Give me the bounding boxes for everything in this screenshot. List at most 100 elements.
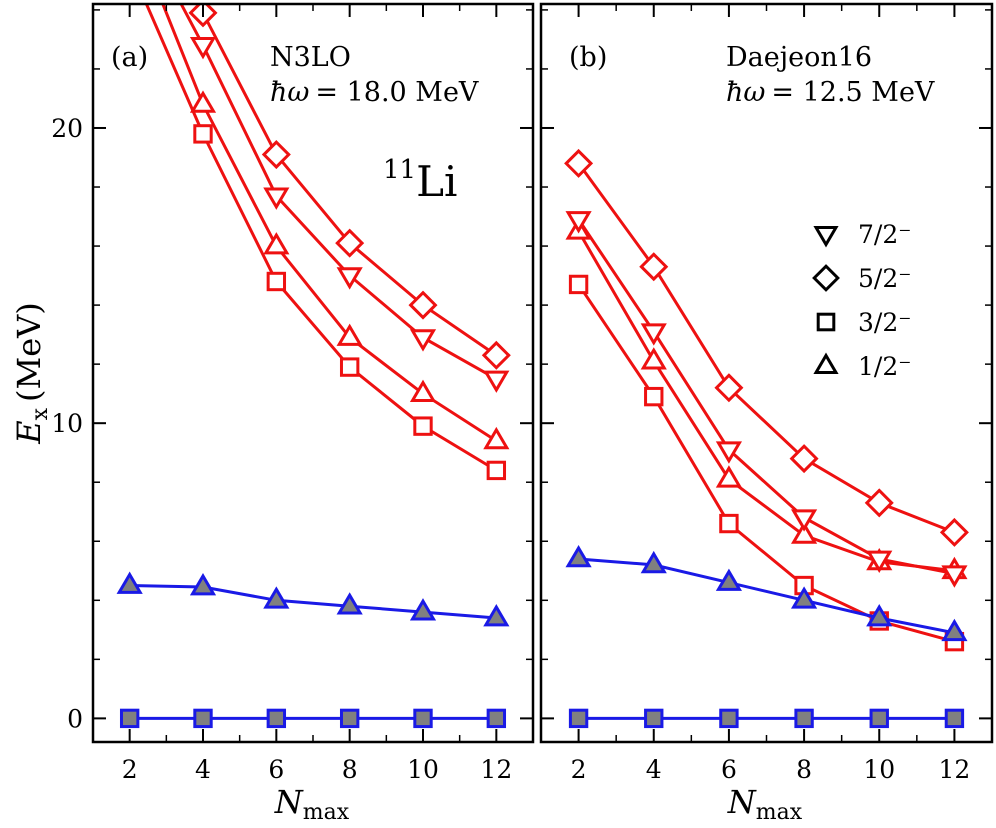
panel-a-hw-symbol: ħω (270, 77, 309, 108)
panel-a-series-3-point-5 (483, 370, 510, 393)
panel-a-series-4-point-3 (336, 592, 363, 615)
panel-b-series-3-point-5 (941, 565, 968, 588)
panel-b-series-2-point-0 (564, 148, 594, 178)
panel-a-series-4-point-4 (409, 598, 437, 621)
panel-b-series-5-point-5 (944, 708, 965, 729)
panel-b-series-3-point-1 (640, 323, 667, 346)
legend-marker-1 (812, 264, 840, 292)
panel-a-series-0-point-1 (189, 90, 217, 113)
panel-a-series-5-point-5 (486, 708, 507, 729)
panel-b-series-2-point-3 (789, 444, 819, 474)
panel-a-hw-value: = 18.0 MeV (315, 77, 479, 108)
panel-a-tag: (a) (111, 42, 148, 73)
panel-b-series-0-point-2 (715, 465, 743, 488)
panel-a-x-tick-label-3: 8 (342, 755, 358, 784)
panel-b-series-4-point-4 (866, 604, 893, 627)
y-axis-symbol: E (10, 420, 48, 444)
y-tick-label-2: 20 (51, 114, 83, 143)
panel-b-x-tick-label-5: 12 (939, 755, 971, 784)
panel-b-hw-symbol: ħω (726, 77, 765, 108)
panel-b-hw-value: = 12.5 MeV (771, 77, 935, 108)
panel-a-series-2-point-3 (335, 228, 365, 258)
panel-b-hw: ħω = 12.5 MeV (726, 77, 935, 108)
nucleus-element: Li (416, 157, 457, 206)
panel-b-series (564, 148, 969, 729)
panel-a-series-1-point-3 (339, 357, 360, 377)
panel-b-series-3-point-2 (715, 441, 743, 464)
x-axis-sub-b: max (756, 800, 803, 823)
panel-b-series-0-point-1 (640, 347, 667, 370)
panel-a-series-2-point-5 (481, 340, 511, 370)
panel-b-series-3-point-0 (565, 211, 592, 234)
panel-a-series-0-point-4 (409, 379, 437, 402)
nucleus-label: 11Li (383, 155, 457, 206)
x-axis-label-a: Nmax (274, 783, 350, 823)
panel-b-series-5-point-4 (869, 708, 889, 729)
panel-a-series-0-point-5 (483, 426, 510, 450)
legend-marker-0 (813, 225, 839, 248)
panel-a-series-5-point-0 (119, 708, 140, 729)
panel-b-series-4-point-5 (941, 618, 968, 642)
panel-a-interaction: N3LO (270, 42, 351, 73)
panel-b-series-line-2 (577, 162, 955, 534)
panel-a-series-4-point-5 (483, 604, 510, 627)
panel-a-series-0-point-3 (336, 323, 363, 346)
panel-b-series-5-point-1 (644, 708, 664, 729)
panel-b-series-2-point-5 (939, 517, 969, 547)
y-axis-label: Ex (MeV) (10, 302, 53, 445)
legend-label-0: 7/2⁻ (858, 220, 911, 249)
legend-label-3: 1/2⁻ (858, 352, 911, 381)
panel-b-interaction: Daejeon16 (726, 42, 872, 73)
panel-a-hw: ħω = 18.0 MeV (270, 77, 479, 108)
panel-b-ticks: 2 4 6 8 10 12 (540, 4, 993, 784)
y-axis-sub: x (28, 407, 53, 420)
panel-a-series-line-4 (129, 584, 497, 620)
x-axis-label-b: Nmax (727, 783, 803, 823)
panel-b-series-2-point-2 (714, 373, 744, 403)
panel-a: 2 4 6 8 10 12 0 10 20 (a) N3LO ħω = 18.0 MeV 11Li (51, 2, 535, 784)
y-tick-label-1: 10 (51, 409, 83, 438)
panel-a-series-2-point-2 (261, 140, 291, 170)
panel-b-x-tick-label-4: 10 (863, 755, 895, 784)
panel-a-x-tick-label-1: 4 (195, 755, 211, 784)
panel-a-series-4-point-0 (116, 571, 143, 594)
panel-b-series-2-point-1 (639, 252, 669, 282)
panel-a-x-tick-label-5: 12 (480, 755, 512, 784)
panel-b: 2 4 6 8 10 12 (b) Daejeon16 ħω = 12.5 MeV 7/2⁻… (539, 2, 994, 784)
panel-a-series (116, 4, 511, 729)
panel-b-frame (539, 2, 994, 744)
legend-marker-2 (816, 312, 836, 332)
x-axis-sub-a: max (303, 800, 350, 823)
panel-a-series-line-2 (196, 4, 498, 357)
x-axis-symbol-b: N (727, 783, 757, 821)
panel-b-series-4-point-3 (790, 586, 818, 609)
x-axis-symbol-a: N (274, 783, 304, 821)
panel-a-series-1-point-1 (193, 124, 213, 144)
panel-b-series-4-point-2 (715, 568, 743, 591)
panel-a-series-line-1 (144, 4, 498, 472)
panel-b-series-5-point-2 (719, 708, 739, 729)
panel-b-series-1-point-0 (568, 274, 589, 295)
panel-a-series-3-point-1 (189, 36, 217, 60)
panel-a-series-4-point-2 (263, 586, 290, 609)
panel-b-series-line-4 (578, 557, 955, 635)
panel-a-x-tick-label-4: 10 (407, 755, 439, 784)
panel-a-series-4-point-1 (189, 573, 217, 596)
panel-b-series-0-point-3 (790, 521, 818, 544)
nucleus-mass: 11 (383, 155, 416, 185)
panel-b-x-tick-label-2: 6 (721, 755, 737, 784)
panel-a-series-line-3 (179, 4, 498, 381)
y-tick-label-0: 0 (67, 704, 83, 733)
panel-b-series-3-point-4 (866, 550, 893, 573)
panel-b-series-3-point-3 (790, 509, 818, 532)
panel-b-series-5-point-3 (794, 708, 814, 729)
panel-a-x-tick-label-2: 6 (268, 755, 284, 784)
panel-b-series-2-point-4 (864, 488, 894, 518)
panel-b-series-5-point-0 (568, 708, 589, 729)
panel-a-series-1-point-5 (486, 460, 507, 481)
panel-a-series-0-point-2 (263, 232, 290, 255)
panel-b-series-4-point-1 (640, 550, 667, 574)
panel-b-tag: (b) (569, 42, 607, 73)
panel-a-series-5-point-3 (339, 708, 360, 729)
